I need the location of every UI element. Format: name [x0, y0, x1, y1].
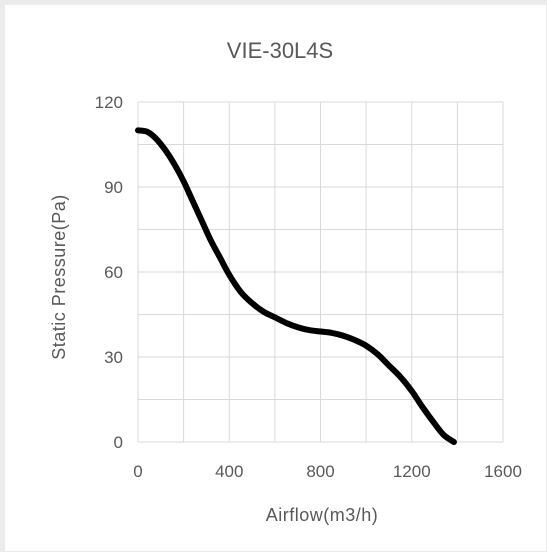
y-tick-label: 0	[114, 433, 123, 452]
x-tick-label: 1200	[393, 462, 431, 481]
x-axis-title: Airflow(m3/h)	[266, 505, 379, 525]
y-tick-label: 120	[95, 93, 123, 112]
plot-area	[135, 127, 457, 445]
y-tick-label: 90	[104, 178, 123, 197]
chart-card: 0 400 800 1200 1600 0 30 60 90 120 VIE-30L4S Airf…	[5, 5, 546, 551]
x-tick-label: 400	[215, 462, 243, 481]
grid	[137, 101, 504, 443]
x-tick-label: 0	[133, 462, 142, 481]
x-tick-label: 1600	[484, 462, 522, 481]
y-axis-title: Static Pressure(Pa)	[49, 194, 69, 360]
chart-title: VIE-30L4S	[227, 38, 333, 63]
series-line	[135, 127, 457, 445]
chart: 0 400 800 1200 1600 0 30 60 90 120 VIE-30L4S Airf…	[49, 38, 522, 525]
y-tick-label: 60	[104, 263, 123, 282]
x-tick-label: 800	[306, 462, 334, 481]
y-tick-label: 30	[104, 348, 123, 367]
tick-labels: 0 400 800 1200 1600 0 30 60 90 120	[95, 93, 522, 481]
